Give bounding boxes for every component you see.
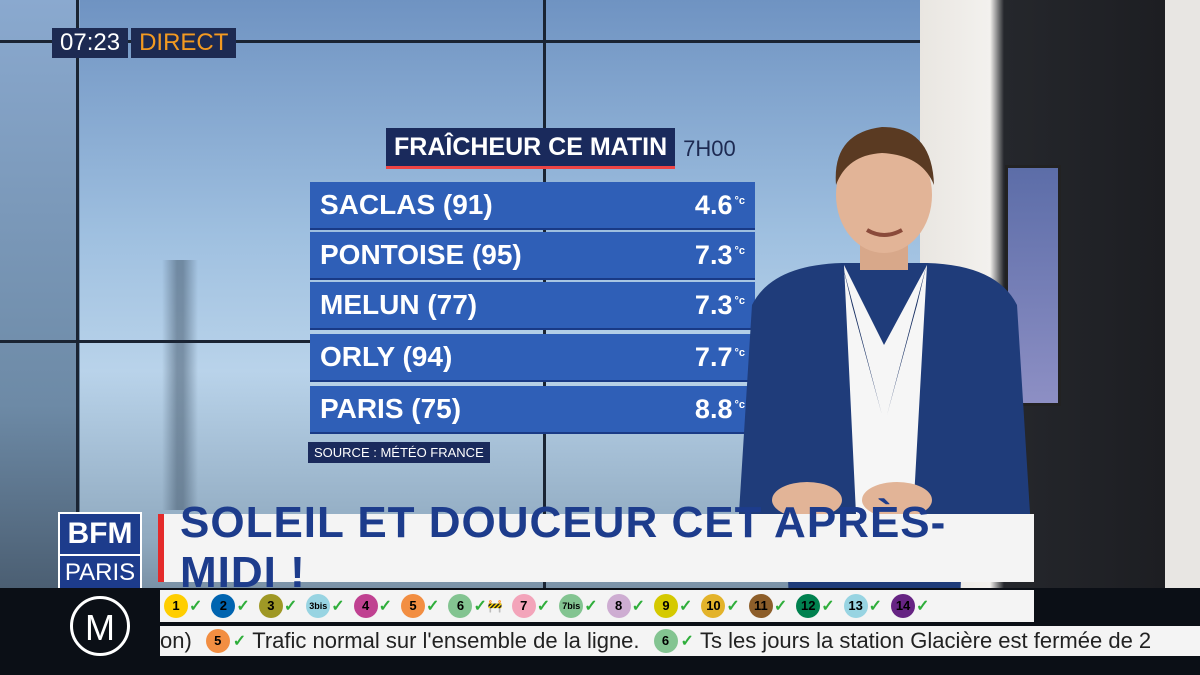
metro-line-badge: 14 <box>891 594 916 618</box>
check-icon: ✓ <box>680 633 694 650</box>
city-name: MELUN (77) <box>320 289 478 320</box>
screen-seam <box>76 0 79 675</box>
metro-line-badge: 11 <box>748 594 773 618</box>
metro-line-5: 5 ✓ <box>401 594 439 618</box>
check-icon: ✓ <box>331 598 345 615</box>
check-icon: ✓ <box>584 598 598 615</box>
metro-line-badge: 7bis <box>559 594 584 618</box>
broadcast-clock: 07:23 DIRECT <box>52 28 237 58</box>
weather-table-header: FRAÎCHEUR CE MATIN 7H00 <box>386 128 736 169</box>
live-label: DIRECT <box>131 28 237 58</box>
check-icon: ✓ <box>916 598 930 615</box>
check-icon: ✓ <box>726 598 740 615</box>
weather-table-title: FRAÎCHEUR CE MATIN <box>386 128 676 169</box>
metro-line-badge: 5 <box>401 594 426 618</box>
city-name: PONTOISE (95) <box>320 239 522 270</box>
metro-line-badge: 7 <box>511 594 536 618</box>
metro-line-2: 2 ✓ <box>211 594 250 618</box>
weather-row: PARIS (75) 8.8 °c <box>310 386 755 434</box>
metro-line-3: 3 ✓ <box>258 594 298 618</box>
metro-line-6: 6 ✓ 🚧 <box>448 594 503 618</box>
ticker-text: Ts les jours la station Glacière est fer… <box>699 628 1152 653</box>
metro-line-badge: 3bis <box>306 594 331 618</box>
metro-line-badge: 3 <box>258 594 283 618</box>
city-name: SACLAS (91) <box>320 189 493 220</box>
temperature-value: 7.7 °c <box>694 341 745 372</box>
metro-line-13: 13 ✓ <box>843 594 883 618</box>
temperature-value: 4.6 °c <box>694 189 745 220</box>
temperature-value: 7.3 °c <box>694 239 745 270</box>
metro-line-status: 1 ✓ 2 ✓ 3 ✓ 3bis ✓ 4 ✓ 5 ✓ 6 ✓ 🚧 7 ✓ 7bis ✓ 8 ✓ 9 ✓ 10 ✓ 11 ✓ 12 ✓ 13… <box>160 590 1034 622</box>
weather-table-hour: 7H00 <box>683 135 736 161</box>
metro-line-badge: 4 <box>353 594 378 618</box>
metro-line-12: 12 ✓ <box>796 594 835 618</box>
channel-logo-bottom: PARIS <box>60 554 140 590</box>
check-icon: ✓ <box>868 598 883 615</box>
metro-line-14: 14 ✓ <box>891 594 929 618</box>
metro-line-4: 4 ✓ <box>353 594 393 618</box>
check-icon: ✓ <box>189 598 203 615</box>
weather-row: PONTOISE (95) 7.3 °c <box>310 232 755 280</box>
metro-line-1: 1 ✓ <box>164 594 202 618</box>
channel-logo: BFM PARIS <box>58 512 142 590</box>
studio-pillar <box>1165 0 1200 675</box>
screen-seam <box>0 40 920 43</box>
ticker-line-badge: 5 <box>205 629 230 653</box>
clock-time: 07:23 <box>52 28 129 58</box>
check-icon: ✓ <box>232 633 247 650</box>
city-name: ORLY (94) <box>320 341 453 372</box>
check-icon: ✓ <box>426 598 440 615</box>
eiffel-tower-silhouette <box>150 260 210 510</box>
metro-line-10: 10 ✓ <box>701 594 740 618</box>
metro-line-9: 9 ✓ <box>654 594 692 618</box>
metro-line-11: 11 ✓ <box>748 594 788 618</box>
metro-line-badge: 6 <box>448 594 473 618</box>
temperature-value: 8.8 °c <box>694 393 745 424</box>
check-icon: ✓ <box>773 598 788 615</box>
metro-line-badge: 12 <box>796 594 821 618</box>
metro-line-badge: 9 <box>654 594 679 618</box>
metro-line-badge: 1 <box>164 594 188 618</box>
metro-line-badge: 10 <box>701 594 726 618</box>
ticker-text: Trafic normal sur l'ensemble de la ligne… <box>252 628 640 653</box>
metro-logo: M <box>70 596 130 656</box>
headline-banner: SOLEIL ET DOUCEUR CET APRÈS-MIDI ! <box>158 498 1034 597</box>
metro-line-7bis: 7bis ✓ <box>559 594 598 618</box>
channel-logo-top: BFM <box>60 514 140 554</box>
temperature-value: 7.3 °c <box>694 289 745 320</box>
metro-line-8: 8 ✓ <box>606 594 646 618</box>
check-icon: ✓ <box>631 598 646 615</box>
metro-line-badge: 8 <box>606 594 631 618</box>
metro-line-7: 7 ✓ <box>511 594 551 618</box>
check-icon: ✓ <box>679 598 693 615</box>
ticker-line-badge: 6 <box>653 629 678 653</box>
check-icon: ✓ <box>473 598 487 615</box>
data-source: SOURCE : MÉTÉO FRANCE <box>308 442 490 463</box>
ticker-lead: on) <box>160 628 192 653</box>
roadworks-icon: 🚧 <box>487 599 503 613</box>
check-icon: ✓ <box>236 598 250 615</box>
city-name: PARIS (75) <box>320 393 462 424</box>
weather-row: MELUN (77) 7.3 °c <box>310 282 755 330</box>
traffic-ticker: on) 5 ✓ Trafic normal sur l'ensemble de la… <box>160 626 1200 656</box>
check-icon: ✓ <box>821 598 835 615</box>
check-icon: ✓ <box>378 598 393 615</box>
weather-row: SACLAS (91) 4.6 °c <box>310 182 755 230</box>
check-icon: ✓ <box>536 598 551 615</box>
metro-line-3bis: 3bis ✓ <box>306 594 345 618</box>
metro-line-badge: 2 <box>211 594 236 618</box>
metro-line-badge: 13 <box>843 594 868 618</box>
check-icon: ✓ <box>283 598 298 615</box>
headline-text: SOLEIL ET DOUCEUR CET APRÈS-MIDI ! <box>180 498 947 597</box>
weather-row: ORLY (94) 7.7 °c <box>310 334 755 382</box>
